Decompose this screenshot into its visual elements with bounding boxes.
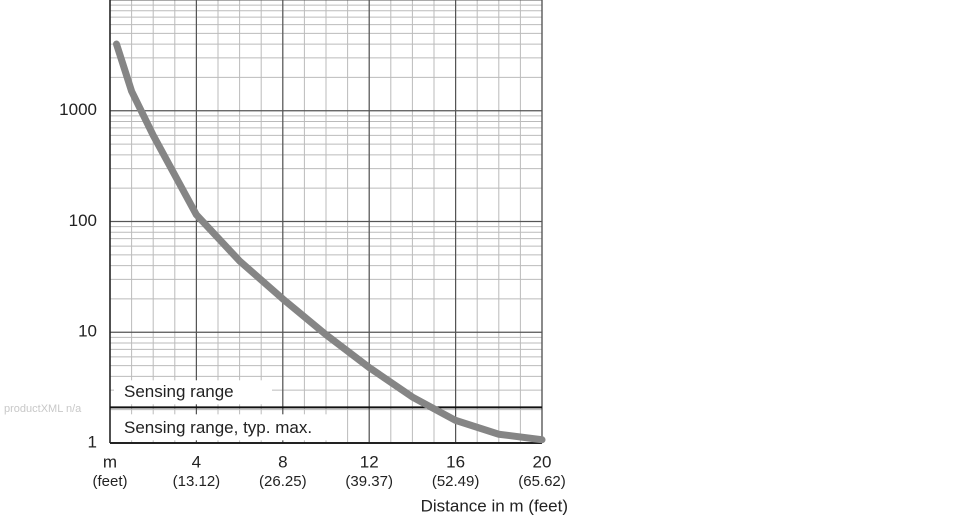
x-tick-sublabel: (26.25) [259,473,307,490]
x-tick-label: 8 [278,452,287,471]
x-tick-label: 16 [446,452,465,471]
x-tick-label: 4 [192,452,201,471]
label-background [114,380,272,405]
annotation: Sensing range [124,382,234,401]
x-tick-label: 12 [360,452,379,471]
label-background [114,414,336,441]
x-tick-sublabel: (13.12) [173,473,221,490]
x-tick-sublabel: (65.62) [518,473,566,490]
y-tick-label: 10 [78,322,97,341]
x-tick-sublabel: (52.49) [432,473,480,490]
x-tick-sublabel: (feet) [92,473,127,490]
x-tick-label: m [103,452,117,471]
annotation: Sensing range, typ. max. [124,418,312,437]
y-tick-label: 100 [69,211,97,230]
data-line [112,40,546,444]
x-tick-sublabel: (39.37) [345,473,393,490]
y-tick-label: 1 [88,432,97,451]
x-axis-label: Distance in m (feet) [421,496,568,515]
y-tick-label: 1000 [59,100,97,119]
watermark: productXML n/a [4,403,82,415]
x-tick-label: 20 [533,452,552,471]
